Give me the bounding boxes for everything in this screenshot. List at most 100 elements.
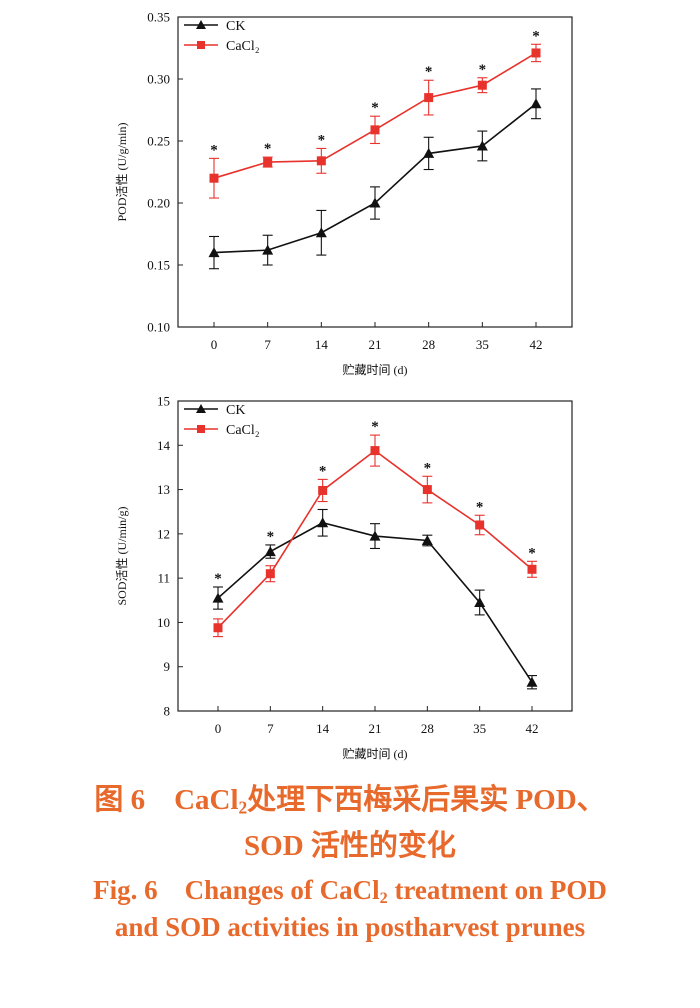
significance-asterisk: * xyxy=(214,571,222,587)
x-tick-label: 0 xyxy=(215,721,222,736)
data-point-square xyxy=(316,156,326,166)
y-tick-label: 14 xyxy=(157,438,171,453)
x-tick-label: 35 xyxy=(473,721,486,736)
data-point-triangle xyxy=(317,517,329,528)
y-tick-label: 9 xyxy=(164,659,171,674)
caption-cn-line2: SOD 活性的变化 xyxy=(244,830,456,862)
data-point-triangle xyxy=(212,592,224,603)
x-axis-label: 贮藏时间 (d) xyxy=(343,362,408,377)
data-point-square xyxy=(370,125,380,135)
x-tick-label: 28 xyxy=(422,337,435,352)
series-cacl2 xyxy=(209,43,541,199)
caption-cn-line1-prefix: 图 6 CaCl xyxy=(94,784,239,816)
significance-asterisk: * xyxy=(424,460,432,476)
legend-label: CaCl₂ xyxy=(226,423,260,438)
data-point-triangle xyxy=(369,530,381,541)
x-tick-label: 14 xyxy=(315,337,329,352)
data-point-square xyxy=(263,157,273,167)
caption-cn-line1-subscript: 2 xyxy=(238,797,248,818)
data-point-square xyxy=(422,485,432,495)
series-cacl2 xyxy=(213,434,537,638)
y-tick-label: 15 xyxy=(157,394,170,409)
y-tick-label: 0.20 xyxy=(147,196,170,211)
y-tick-label: 12 xyxy=(157,526,170,541)
caption-en-line1-subscript: 2 xyxy=(379,889,388,908)
x-tick-label: 35 xyxy=(476,337,489,352)
significance-asterisk: * xyxy=(425,64,433,80)
y-tick-label: 0.10 xyxy=(147,320,170,335)
data-point-square xyxy=(424,93,434,103)
data-point-square xyxy=(370,446,380,456)
x-tick-label: 14 xyxy=(316,721,330,736)
legend-item-ck: CK xyxy=(184,403,245,418)
data-point-square xyxy=(318,485,328,495)
legend-marker-triangle xyxy=(196,20,206,29)
data-point-triangle xyxy=(421,535,433,545)
legend-label: CK xyxy=(226,403,245,418)
x-tick-label: 21 xyxy=(369,337,382,352)
significance-asterisk: * xyxy=(319,463,327,479)
legend-item-cacl2: CaCl₂ xyxy=(184,423,260,438)
data-point-square xyxy=(209,173,219,183)
caption-en-line1-prefix: Fig. 6 Changes of CaCl xyxy=(93,875,380,905)
data-point-triangle xyxy=(423,147,435,158)
x-axis-label: 贮藏时间 (d) xyxy=(343,746,408,761)
data-point-triangle xyxy=(369,197,381,208)
legend-marker-triangle xyxy=(196,404,206,413)
data-point-square xyxy=(527,564,537,574)
chart-1: 0.10 0.15 0.20 0.25 0.30 0.35 0 7 14 21 28 35 42 贮藏时间… xyxy=(115,10,573,377)
significance-asterisk: * xyxy=(267,529,275,545)
significance-asterisk: * xyxy=(210,142,218,158)
data-point-square xyxy=(531,48,541,58)
caption-cn-line1-suffix: 处理下西梅采后果实 POD、 xyxy=(247,784,606,816)
data-point-triangle xyxy=(526,676,538,687)
x-tick-label: 21 xyxy=(369,721,382,736)
data-point-square xyxy=(213,623,223,633)
data-point-triangle xyxy=(208,247,220,258)
y-tick-label: 13 xyxy=(157,482,170,497)
x-tick-label: 0 xyxy=(211,337,218,352)
data-point-square xyxy=(477,80,487,90)
y-axis-label: SOD活性 (U/min/g) xyxy=(115,506,129,605)
series-ck xyxy=(212,508,538,690)
y-tick-label: 10 xyxy=(157,615,170,630)
data-point-square xyxy=(475,520,485,530)
legend-item-ck: CK xyxy=(184,19,245,34)
caption-en-line2: and SOD activities in postharvest prunes xyxy=(114,912,586,942)
chart-2: 8 9 10 11 12 13 14 15 0 7 14 21 28 35 42 贮藏时间 (d) SOD活性 … xyxy=(115,394,573,761)
legend-label: CaCl₂ xyxy=(226,39,260,54)
significance-asterisk: * xyxy=(371,100,379,116)
y-tick-label: 0.15 xyxy=(147,258,170,273)
significance-asterisk: * xyxy=(476,499,484,515)
y-axis-label: POD活性 (U/g/min) xyxy=(115,122,129,221)
significance-asterisk: * xyxy=(528,545,536,561)
legend-marker-square xyxy=(197,41,205,49)
y-tick-label: 0.30 xyxy=(147,72,170,87)
x-tick-label: 7 xyxy=(267,721,274,736)
data-point-triangle xyxy=(474,597,486,607)
y-tick-label: 11 xyxy=(157,571,170,586)
x-tick-label: 42 xyxy=(526,721,539,736)
x-tick-label: 42 xyxy=(530,337,543,352)
data-point-triangle xyxy=(315,227,327,238)
data-point-triangle xyxy=(530,98,542,109)
caption-en-line1: Fig. 6 Changes of CaCl2 treatment on POD xyxy=(0,868,700,908)
significance-asterisk: * xyxy=(371,419,379,435)
data-point-triangle xyxy=(264,546,276,557)
x-tick-label: 28 xyxy=(421,721,434,736)
significance-asterisk: * xyxy=(479,62,487,78)
caption-cn-line1: 图 6 CaCl2处理下西梅采后果实 POD、 xyxy=(0,776,700,818)
legend-marker-square xyxy=(197,425,205,433)
legend-label: CK xyxy=(226,19,245,34)
charts-canvas: 0.10 0.15 0.20 0.25 0.30 0.35 0 7 14 21 28 35 42 贮藏时间… xyxy=(115,10,573,761)
y-tick-label: 0.35 xyxy=(147,10,170,25)
data-point-triangle xyxy=(476,140,488,151)
legend-item-cacl2: CaCl₂ xyxy=(184,39,260,54)
data-point-square xyxy=(265,569,275,579)
significance-asterisk: * xyxy=(264,141,272,157)
data-point-triangle xyxy=(262,244,274,255)
y-tick-label: 8 xyxy=(164,704,171,719)
y-tick-label: 0.25 xyxy=(147,134,170,149)
x-tick-label: 7 xyxy=(264,337,271,352)
